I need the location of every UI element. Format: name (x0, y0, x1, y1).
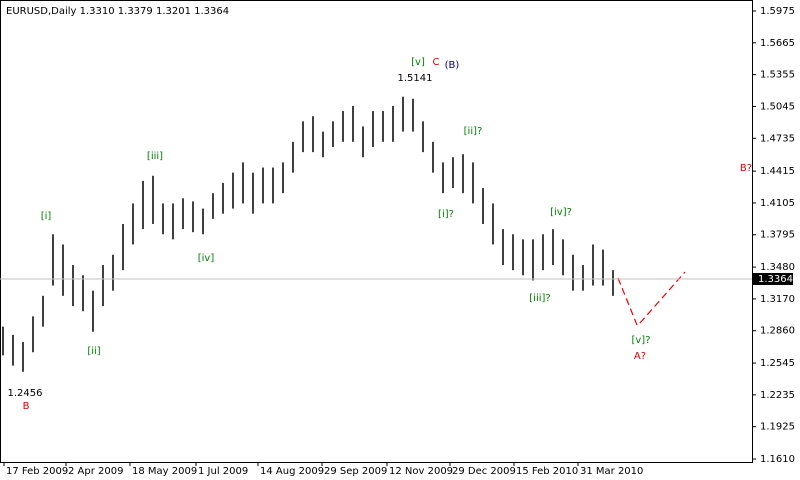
annotation: [iv]? (550, 207, 572, 218)
x-tick-label: 14 Aug 2009 (260, 466, 324, 477)
y-tick-label: 1.5665 (760, 38, 795, 49)
x-tick-label: 29 Sep 2009 (324, 466, 387, 477)
x-tick-label: 17 Feb 2009 (6, 466, 68, 477)
projection-line (639, 271, 686, 324)
y-tick-label: 1.2860 (760, 326, 795, 337)
annotation: (B) (445, 60, 460, 71)
x-tick-label: 2 Apr 2009 (68, 466, 123, 477)
last-price-label: 1.3364 (758, 274, 793, 285)
annotation: [iv] (198, 253, 215, 264)
x-tick-label: 31 Mar 2010 (580, 466, 643, 477)
annotation: A? (634, 351, 646, 362)
y-tick-label: 1.4105 (760, 198, 795, 209)
y-tick-label: 1.3480 (760, 262, 795, 273)
annotation: [iii]? (529, 293, 550, 304)
x-tick-label: 18 May 2009 (132, 466, 197, 477)
x-tick-label: 29 Dec 2009 (452, 466, 516, 477)
annotation: [v]? (631, 335, 650, 346)
y-tick-label: 1.5975 (760, 6, 795, 17)
y-tick-label: 1.1610 (760, 454, 795, 465)
y-tick-label: 1.3795 (760, 230, 795, 241)
annotation: 1.2456 (8, 388, 43, 399)
annotation: C (433, 57, 440, 68)
annotation: [v] (411, 57, 425, 68)
annotation: [ii]? (464, 126, 483, 137)
y-tick-label: 1.4735 (760, 133, 795, 144)
annotation: [i]? (438, 209, 454, 220)
annotation: [i] (41, 211, 52, 222)
annotation: [iii] (147, 151, 163, 162)
projection-line (617, 277, 638, 326)
x-tick-label: 1 Jul 2009 (198, 466, 248, 477)
plot-frame (0, 0, 753, 463)
y-tick-label: 1.3170 (760, 294, 795, 305)
annotation: B (23, 401, 30, 412)
y-tick-label: 1.4415 (760, 166, 795, 177)
y-tick-label: 1.1925 (760, 422, 795, 433)
y-tick-label: 1.5045 (760, 101, 795, 112)
annotation: 1.5141 (398, 73, 433, 84)
x-tick-label: 12 Nov 2009 (389, 466, 453, 477)
y-tick-label: 1.2545 (760, 358, 795, 369)
annotation: [ii] (87, 346, 100, 357)
x-tick-label: 15 Feb 2010 (516, 466, 578, 477)
chart-title: EURUSD,Daily 1.3310 1.3379 1.3201 1.3364 (6, 6, 229, 17)
y-tick-label: 1.5355 (760, 70, 795, 81)
y-tick-label: 1.2235 (760, 390, 795, 401)
annotation: B? (740, 163, 752, 174)
last-price-box (753, 272, 793, 285)
